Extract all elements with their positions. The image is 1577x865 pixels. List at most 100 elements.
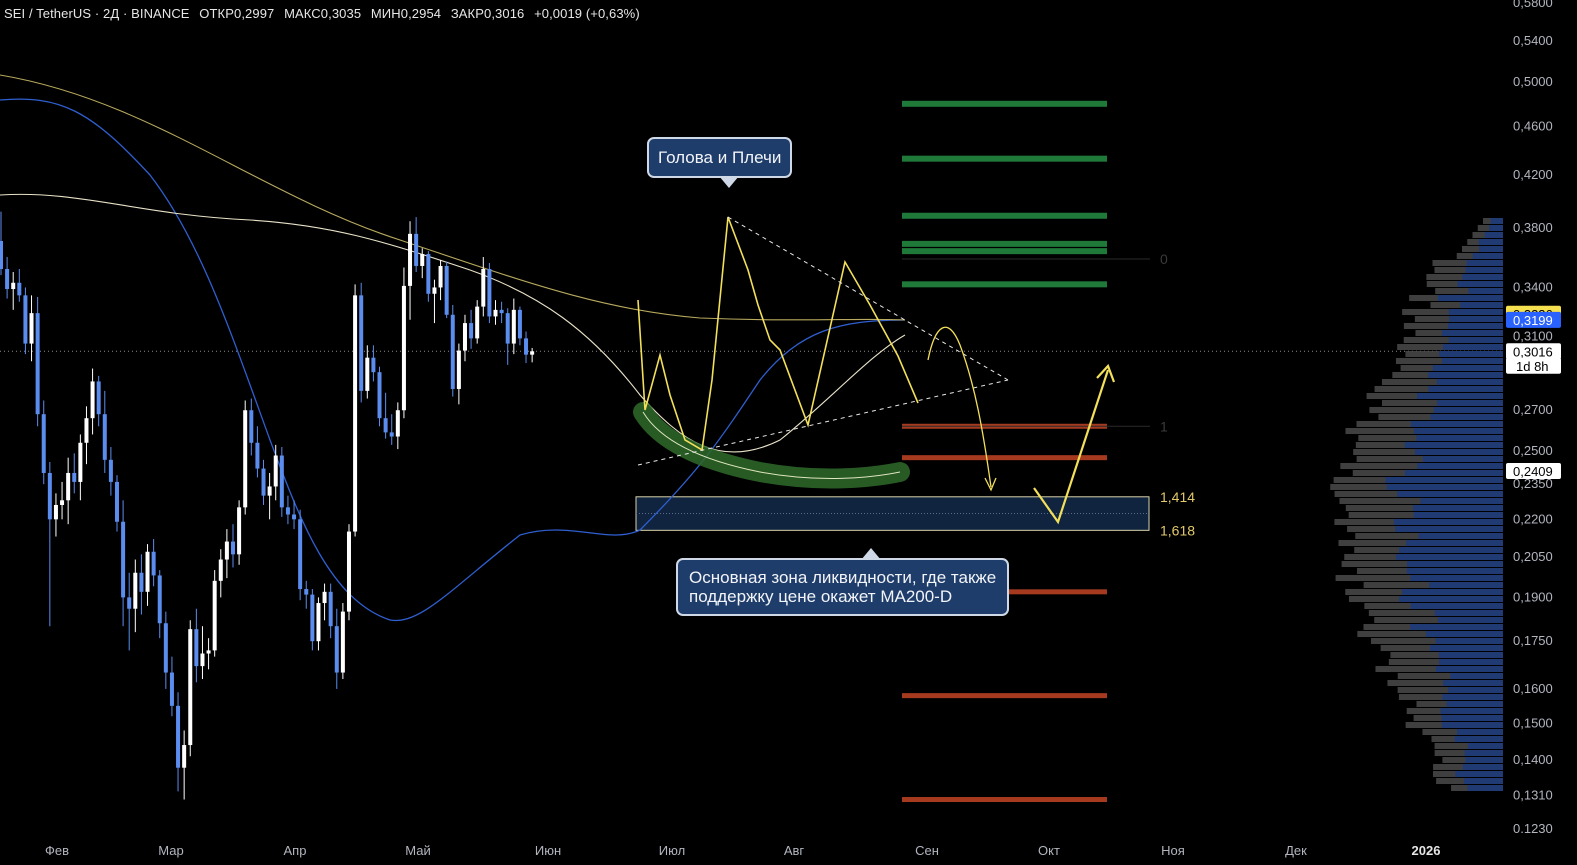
- price-tick-label: 0,5400: [1513, 33, 1553, 48]
- volume-bar-blue: [1455, 771, 1503, 777]
- price-tick-label: 0,4200: [1513, 167, 1553, 182]
- symbol-title[interactable]: SEI / TetherUS · 2Д · BINANCE: [4, 6, 190, 21]
- price-tick-label: 0,1900: [1513, 589, 1553, 604]
- volume-bar-blue: [1406, 540, 1503, 546]
- time-tick-label: Авг: [784, 843, 805, 858]
- volume-bar-blue: [1460, 302, 1503, 308]
- volume-bar-blue: [1393, 519, 1503, 525]
- price-tick-label: 0,3800: [1513, 220, 1553, 235]
- fib-label: 1,414: [1160, 489, 1195, 505]
- candle-body: [78, 442, 83, 482]
- price-tag: [1506, 343, 1561, 360]
- volume-bar-blue: [1422, 456, 1503, 462]
- candle-body: [395, 410, 400, 437]
- candle-body: [176, 705, 181, 768]
- volume-bar-blue: [1430, 414, 1503, 420]
- volume-bar-blue: [1416, 393, 1503, 399]
- volume-bar-blue: [1448, 687, 1503, 693]
- volume-bar-blue: [1468, 288, 1503, 294]
- red-level: [902, 797, 1107, 803]
- volume-bar-blue: [1433, 407, 1503, 413]
- triangle-upper-line: [727, 216, 1009, 381]
- volume-bar-blue: [1385, 477, 1503, 483]
- candle-body: [72, 472, 77, 482]
- pattern-drawings: [633, 216, 1116, 525]
- liquidity-zone-callout[interactable]: Основная зона ликвидности, где также под…: [676, 548, 1010, 616]
- candle-body: [346, 531, 351, 612]
- candle-body: [145, 551, 150, 592]
- volume-bar-blue: [1420, 498, 1503, 504]
- candle-body: [243, 410, 248, 508]
- bounce-arrowhead: [1096, 363, 1116, 383]
- volume-bar-blue: [1441, 722, 1503, 728]
- volume-bar-blue: [1457, 281, 1503, 287]
- volume-bar-blue: [1439, 351, 1503, 357]
- projection-down-curve: [927, 326, 992, 488]
- liquidity-zone: [635, 496, 1150, 531]
- volume-bar-blue: [1484, 232, 1503, 238]
- volume-bar-blue: [1439, 659, 1503, 665]
- fib-label: 1,618: [1160, 522, 1195, 538]
- price-tag: [1506, 462, 1561, 479]
- candle-body: [493, 309, 498, 317]
- candle-body: [206, 650, 211, 654]
- volume-bar-blue: [1414, 428, 1503, 434]
- volume-bar-blue: [1399, 596, 1503, 602]
- price-tick-label: 0,3100: [1513, 329, 1553, 344]
- volume-bar-blue: [1414, 449, 1503, 455]
- time-axis: Фев Мар Апр Май Июн Июл Авг Сен Окт Ноя Дек 2026: [45, 843, 1440, 858]
- candle-body: [212, 580, 217, 651]
- volume-bar-blue: [1395, 526, 1503, 532]
- candle-body: [133, 572, 138, 609]
- candle-body: [353, 295, 358, 532]
- volume-bar-blue: [1466, 260, 1503, 266]
- candle-body: [444, 265, 449, 315]
- candle-body: [17, 282, 22, 296]
- candle-body: [377, 372, 382, 419]
- price-tick-label: 0,2050: [1513, 549, 1553, 564]
- candle-body: [475, 306, 480, 339]
- candle-body: [505, 313, 510, 344]
- volume-bar-blue: [1399, 547, 1503, 553]
- price-tick-label: 0,2500: [1513, 443, 1553, 458]
- candle-body: [450, 314, 455, 389]
- volume-bar-blue: [1440, 708, 1503, 714]
- volume-bar-blue: [1490, 218, 1503, 224]
- bounce-arrow: [1033, 369, 1110, 525]
- candle-body: [29, 313, 34, 344]
- volume-bar-blue: [1448, 309, 1503, 315]
- candle-body: [414, 233, 419, 266]
- volume-bar-blue: [1443, 344, 1503, 350]
- price-tick-label: 0,1310: [1513, 787, 1553, 802]
- candle-body: [383, 418, 388, 433]
- candle-body: [487, 268, 492, 317]
- candle-body: [194, 629, 199, 667]
- candle-body: [139, 572, 144, 592]
- green-level: [902, 248, 1107, 255]
- price-tag-text: 0,3199: [1513, 313, 1553, 328]
- projection-arrowhead-down: [984, 477, 997, 492]
- volume-bar-blue: [1428, 372, 1503, 378]
- candle-body: [517, 309, 522, 339]
- volume-bar-blue: [1441, 358, 1503, 364]
- candle-body: [47, 472, 52, 520]
- volume-bar-blue: [1450, 673, 1503, 679]
- candle-body: [230, 541, 235, 555]
- volume-bar-blue: [1436, 379, 1503, 385]
- candle-body: [11, 282, 16, 290]
- candle-body: [334, 626, 339, 673]
- time-tick-label: Ноя: [1161, 843, 1185, 858]
- time-tick-label: Мар: [158, 843, 183, 858]
- volume-bar-blue: [1428, 386, 1503, 392]
- candle-body: [328, 591, 333, 627]
- candle-body: [53, 504, 58, 520]
- time-tick-label: 2026: [1412, 843, 1441, 858]
- volume-bar-blue: [1418, 533, 1503, 539]
- ma-cream-line: [0, 193, 906, 453]
- horizontal-levels: [902, 100, 1150, 803]
- time-tick-label: Сен: [915, 843, 939, 858]
- head-shoulders-callout[interactable]: Голова и Плечи: [647, 137, 793, 188]
- head-shoulders-text: Голова и Плечи: [658, 148, 782, 167]
